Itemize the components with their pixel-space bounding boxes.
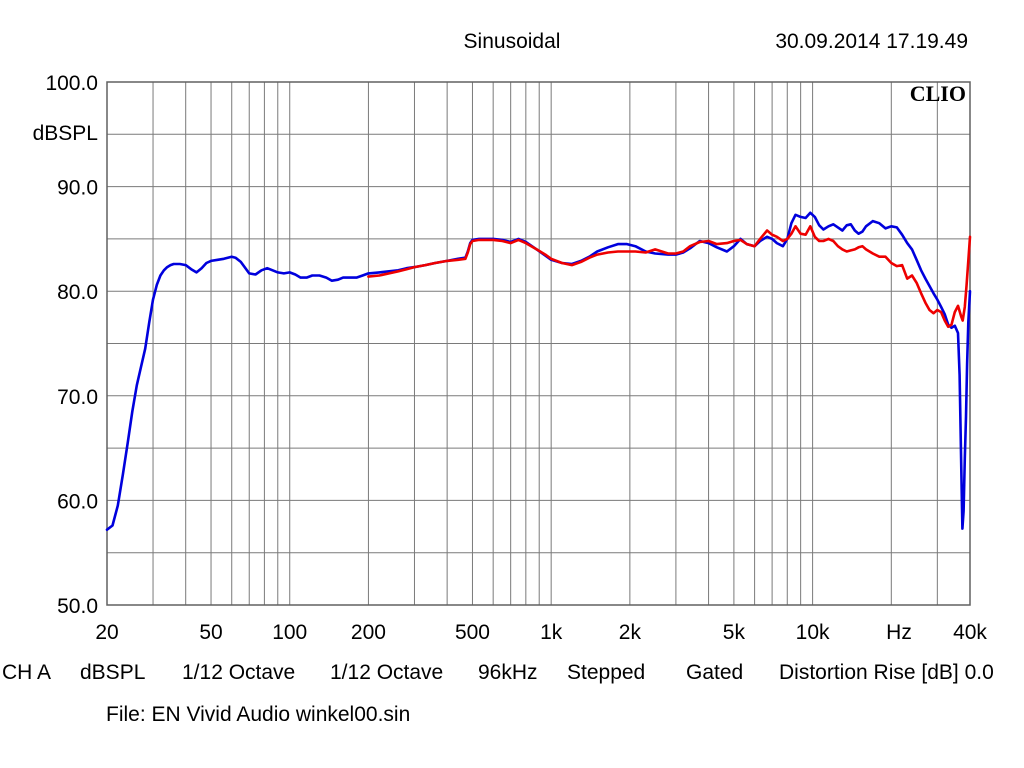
y-tick-label: 80.0 <box>57 281 98 304</box>
series-line-1 <box>105 211 972 531</box>
x-axis-tick-labels: 20 50 100 200 500 1k 2k 5k 10k 40k <box>95 621 987 644</box>
y-tick-label: 50.0 <box>57 595 98 618</box>
distortion-label: Distortion Rise [dB] 0.0 <box>779 661 994 684</box>
y-axis-label: dBSPL <box>33 122 98 145</box>
y-tick-label: 60.0 <box>57 490 98 513</box>
y-tick-label: 100.0 <box>45 72 98 95</box>
sweep-label: Stepped <box>567 661 646 684</box>
series-line-2 <box>367 225 972 329</box>
timestamp: 30.09.2014 17.19.49 <box>775 30 968 53</box>
clio-logo: CLIO <box>910 81 966 106</box>
smoothing-b-label: 1/12 Octave <box>330 661 444 684</box>
x-axis-unit-label: Hz <box>886 621 912 644</box>
unit-label: dBSPL <box>80 661 146 684</box>
x-tick-label: 5k <box>723 621 746 644</box>
y-tick-label: 70.0 <box>57 386 98 409</box>
x-tick-label: 10k <box>796 621 830 644</box>
y-axis-tick-labels: 100.0 90.0 80.0 70.0 60.0 50.0 <box>45 72 98 618</box>
grid <box>107 82 970 605</box>
file-name-label: File: EN Vivid Audio winkel00.sin <box>106 703 411 726</box>
x-tick-label: 2k <box>619 621 642 644</box>
series-group <box>105 211 972 531</box>
x-tick-label: 100 <box>272 621 307 644</box>
plot-frame <box>106 81 971 606</box>
channel-label: CH A <box>2 661 52 684</box>
x-tick-label: 40k <box>953 621 987 644</box>
x-tick-label: 20 <box>95 621 118 644</box>
x-tick-label: 200 <box>351 621 386 644</box>
y-tick-label: 90.0 <box>57 177 98 200</box>
chart-mode-title: Sinusoidal <box>464 30 561 53</box>
x-tick-label: 500 <box>455 621 490 644</box>
smoothing-a-label: 1/12 Octave <box>182 661 296 684</box>
sample-rate-label: 96kHz <box>478 661 538 684</box>
x-tick-label: 1k <box>540 621 563 644</box>
x-tick-label: 50 <box>199 621 222 644</box>
window-label: Gated <box>686 661 744 684</box>
